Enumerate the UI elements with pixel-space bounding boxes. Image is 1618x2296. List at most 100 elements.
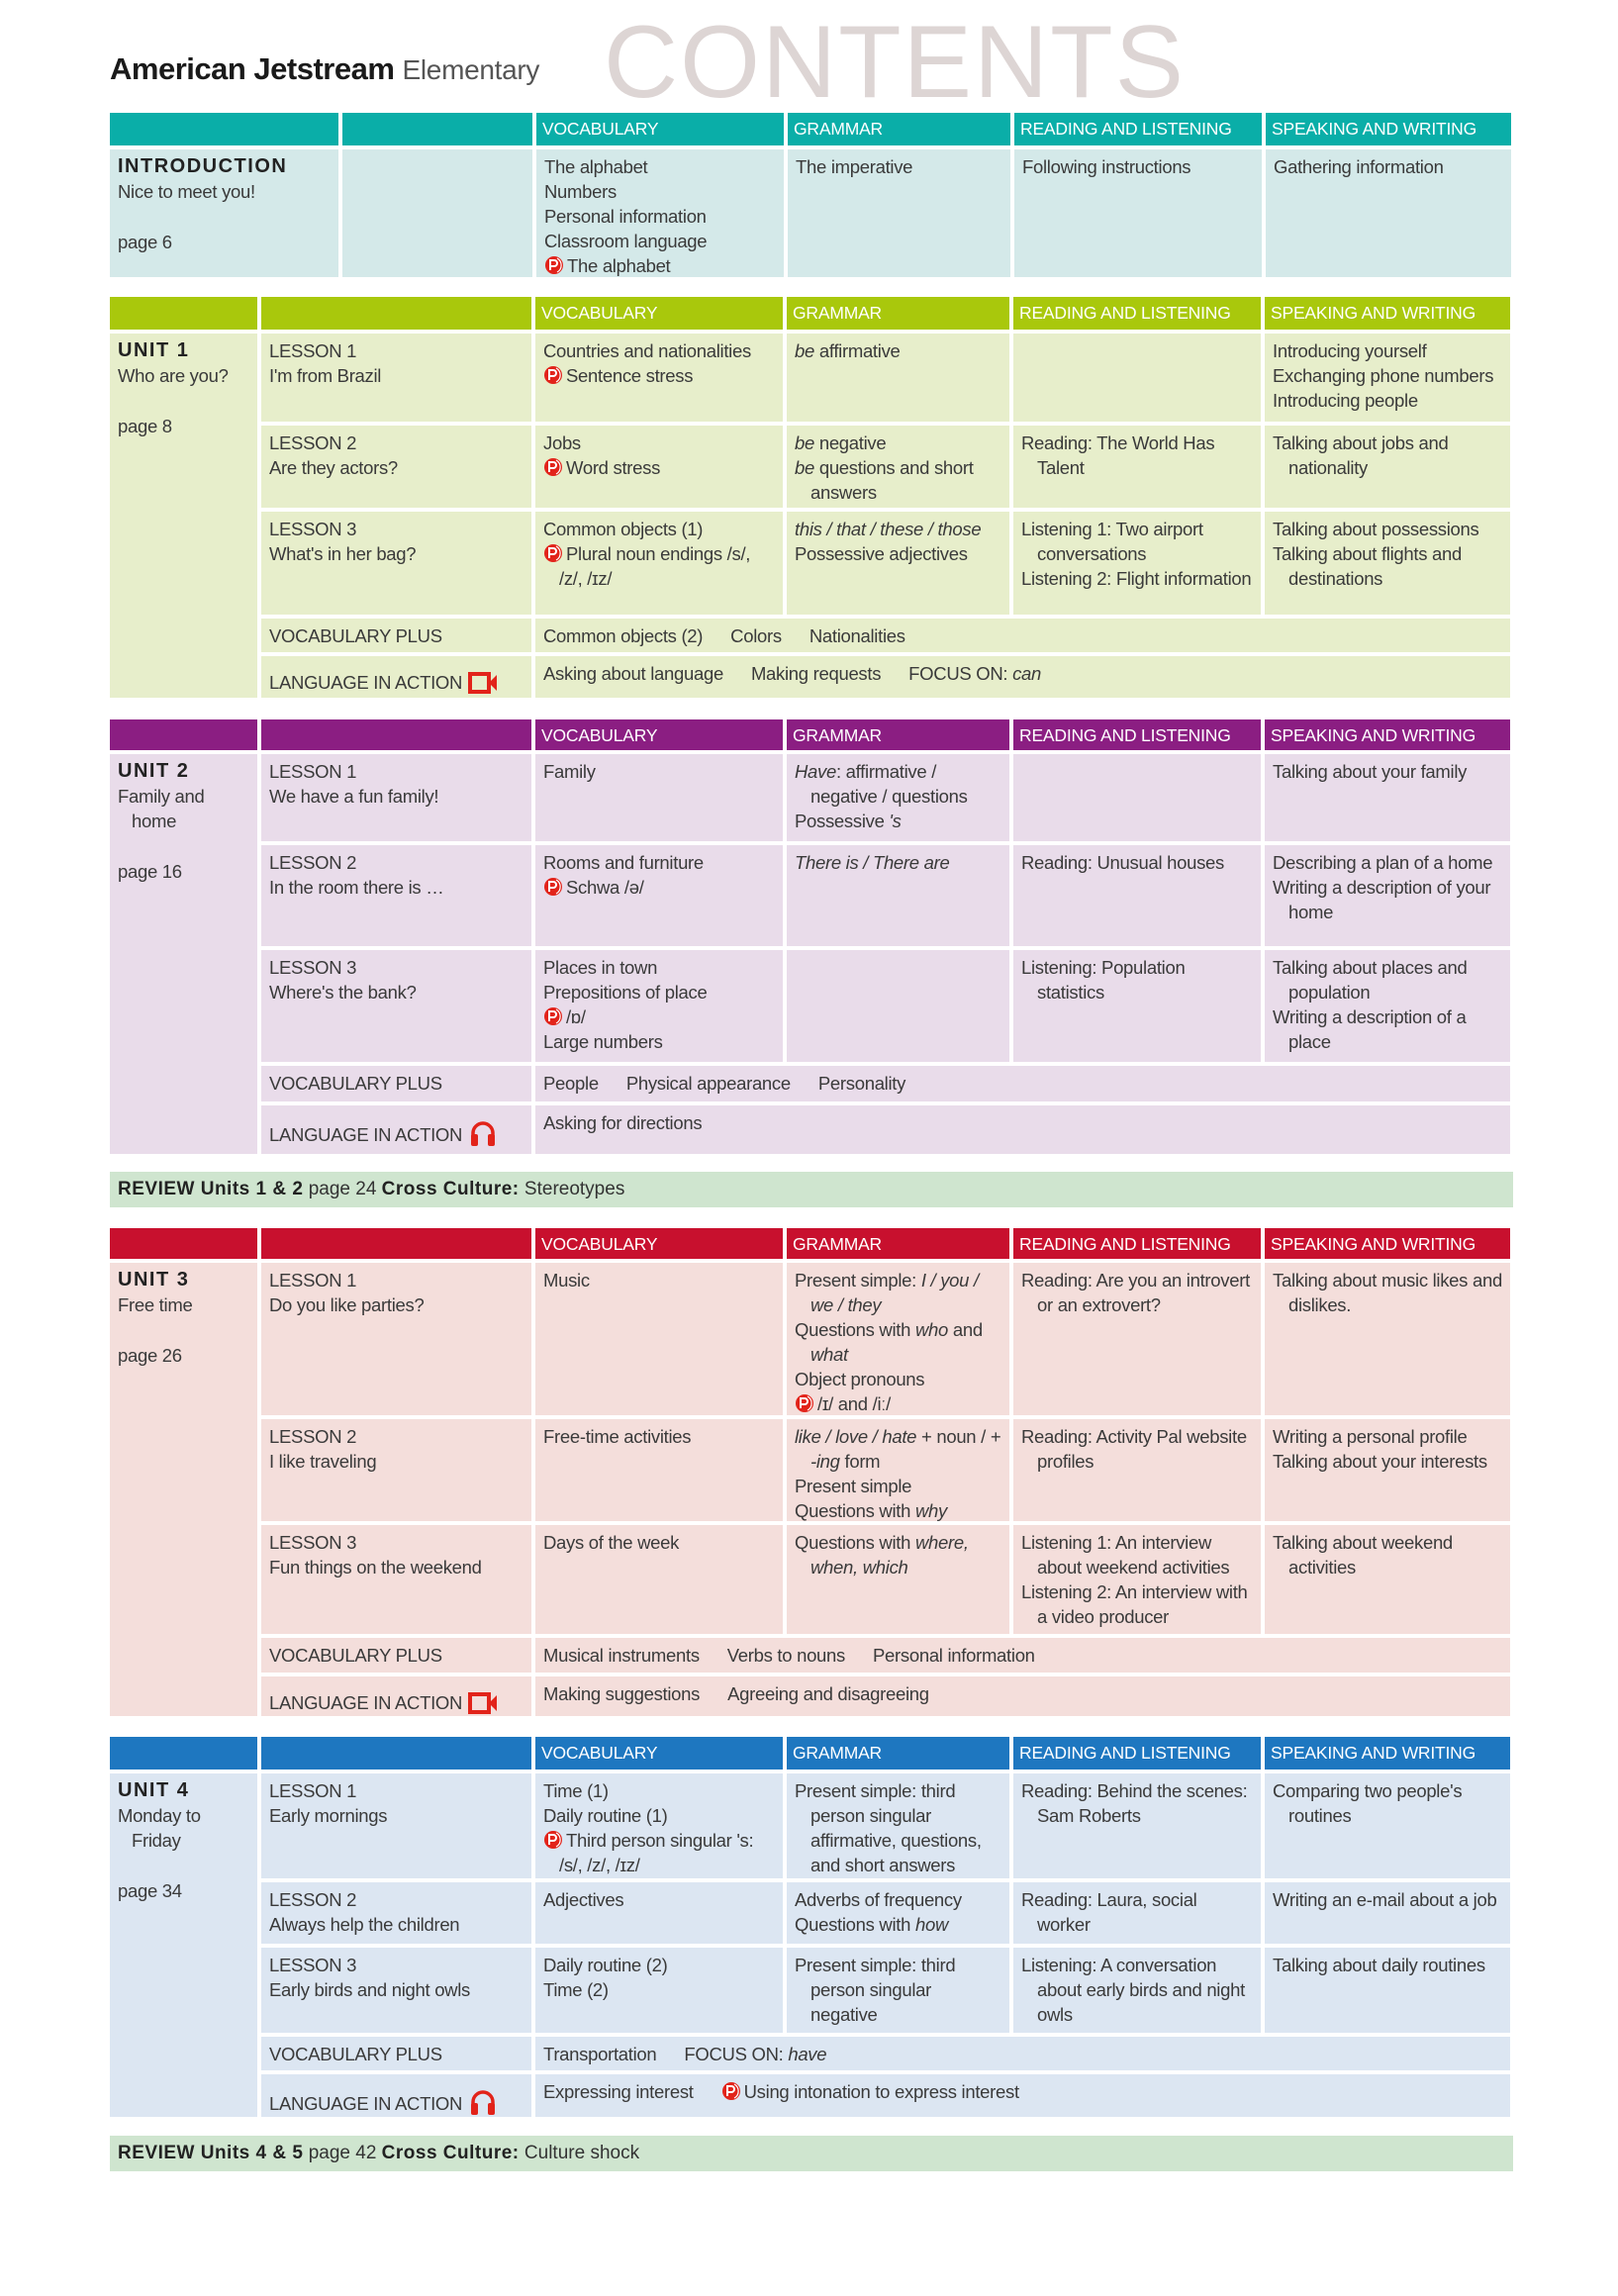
column-header-speaking-writing: SPEAKING AND WRITING bbox=[1266, 113, 1511, 145]
cell-vocabulary: Family bbox=[535, 754, 783, 841]
text-segment: Present simple: bbox=[795, 1270, 921, 1291]
cell-item: Countries and nationalities bbox=[543, 340, 751, 361]
cell-item: Listening: A conversation about early bi… bbox=[1021, 1955, 1245, 2025]
lesson-cell: LESSON 2 Always help the children bbox=[261, 1882, 531, 1944]
cell-item: Present simple: third person singular ne… bbox=[795, 1955, 956, 2025]
cell-item: Gathering information bbox=[1274, 156, 1444, 177]
cell-grammar: Questions with where, when, which bbox=[787, 1525, 1009, 1634]
lesson-title: Always help the children bbox=[269, 1914, 460, 1935]
text-segment: Using intonation to express interest bbox=[743, 2081, 1019, 2102]
video-icon bbox=[468, 1691, 498, 1716]
text-segment: and bbox=[948, 1319, 983, 1340]
lesson-label: LESSON 3 bbox=[269, 1532, 357, 1553]
review-units-label: REVIEW Units 1 & 2 bbox=[118, 1179, 304, 1199]
cell-item: Questions with who and what bbox=[795, 1317, 1001, 1367]
header-blank-cell bbox=[110, 113, 338, 145]
cell-item: Talking about daily routines bbox=[1273, 1955, 1485, 1975]
cell-item: FOCUS ON: can bbox=[908, 661, 1041, 686]
lesson-label: LESSON 2 bbox=[269, 1889, 357, 1910]
cell-item: Adverbs of frequency bbox=[795, 1889, 962, 1910]
cell-vocabulary: Adjectives bbox=[535, 1882, 783, 1944]
unit-title: Family and home bbox=[118, 786, 205, 831]
text-segment: where, when, which bbox=[810, 1532, 969, 1578]
page-reference: page 26 bbox=[118, 1345, 182, 1366]
cell-reading-listening: Listening 1: Two airport conversations Li… bbox=[1013, 512, 1261, 615]
cell-item: Days of the week bbox=[543, 1532, 680, 1553]
cross-culture-topic: Stereotypes bbox=[523, 1179, 625, 1199]
cell-item: Talking about places and population bbox=[1273, 957, 1468, 1003]
lesson-label: LESSON 2 bbox=[269, 432, 357, 453]
page-reference: page 34 bbox=[118, 1880, 182, 1901]
cell-item: Describing a plan of a home bbox=[1273, 852, 1493, 873]
cell-item: Talking about jobs and nationality bbox=[1273, 432, 1449, 478]
column-header-speaking-writing: SPEAKING AND WRITING bbox=[1265, 1228, 1510, 1259]
book-title: American Jetstream Elementary bbox=[110, 51, 539, 87]
column-header-grammar: GRAMMAR bbox=[787, 719, 1009, 750]
cell-item: Writing a description of your home bbox=[1273, 877, 1491, 922]
cell-item: Personality bbox=[817, 1073, 906, 1094]
page-reference: page 8 bbox=[118, 416, 172, 436]
cell-item: Present simple bbox=[795, 1476, 912, 1496]
cell-vocabulary: The alphabet Numbers Personal information C… bbox=[536, 149, 784, 277]
cell-item: Following instructions bbox=[1022, 156, 1191, 177]
cell-item: The imperative bbox=[796, 156, 913, 177]
cell-item: There is / There are bbox=[795, 850, 1001, 875]
cell-item: Writing a personal profile bbox=[1273, 1426, 1468, 1447]
cell-reading-listening: Reading: Unusual houses bbox=[1013, 845, 1261, 946]
cell-item: be questions and short answers bbox=[795, 455, 1001, 505]
cell-reading-listening: Reading: Are you an introvert or an extr… bbox=[1013, 1263, 1261, 1415]
lesson-label: LESSON 3 bbox=[269, 519, 357, 539]
text-segment: Questions with bbox=[795, 1532, 915, 1553]
column-header-grammar: GRAMMAR bbox=[787, 297, 1009, 330]
pronunciation-icon bbox=[543, 365, 563, 385]
cell-item: Third person singular 's: /s/, /z/, /ɪz/ bbox=[543, 1828, 775, 1877]
cell-speaking-writing: Writing an e-mail about a job bbox=[1265, 1882, 1510, 1944]
cell-item: Making suggestions bbox=[543, 1683, 701, 1704]
cell-item: Listening: Population statistics bbox=[1021, 957, 1186, 1003]
column-header-speaking-writing: SPEAKING AND WRITING bbox=[1265, 719, 1510, 750]
text-segment: be bbox=[795, 457, 814, 478]
language-in-action-text: LANGUAGE IN ACTION bbox=[269, 672, 463, 693]
language-in-action-label: LANGUAGE IN ACTION bbox=[261, 656, 531, 698]
text-segment: negative bbox=[813, 432, 887, 453]
unit-label: UNIT 2 bbox=[118, 760, 190, 782]
vocabulary-plus-items: People Physical appearance Personality bbox=[535, 1066, 1510, 1101]
cell-vocabulary: Days of the week bbox=[535, 1525, 783, 1634]
cell-item: Time (1) bbox=[543, 1780, 609, 1801]
cell-speaking-writing: Gathering information bbox=[1266, 149, 1511, 277]
unit-cell: UNIT 3 Free time page 26 bbox=[110, 1263, 257, 1716]
cell-speaking-writing: Comparing two people's routines bbox=[1265, 1773, 1510, 1878]
text-segment: Schwa /ə/ bbox=[566, 877, 644, 898]
cell-item: Reading: The World Has Talent bbox=[1021, 432, 1215, 478]
text-segment: Third person singular 's: /s/, /z/, /ɪz/ bbox=[559, 1830, 754, 1875]
cell-item: be affirmative bbox=[795, 338, 1001, 363]
cell-reading-listening: Listening 1: An interview about weekend … bbox=[1013, 1525, 1261, 1634]
cell-item: Talking about your interests bbox=[1273, 1451, 1487, 1472]
column-header-reading-listening: READING AND LISTENING bbox=[1013, 1228, 1261, 1259]
video-icon bbox=[468, 671, 498, 698]
lesson-label: LESSON 1 bbox=[269, 1270, 357, 1291]
header-blank-cell bbox=[261, 1737, 531, 1770]
text-segment: this / that / these / those bbox=[795, 519, 982, 539]
cell-speaking-writing: Talking about daily routines bbox=[1265, 1948, 1510, 2033]
unit-section: VOCABULARY GRAMMAR READING AND LISTENING SP… bbox=[110, 719, 1513, 1154]
column-header-speaking-writing: SPEAKING AND WRITING bbox=[1265, 297, 1510, 330]
cell-item: Making requests bbox=[750, 663, 882, 684]
unit-cell: UNIT 1 Who are you? page 8 bbox=[110, 334, 257, 698]
text-segment: be bbox=[795, 432, 814, 453]
cell-item: Talking about flights and destinations bbox=[1273, 543, 1462, 589]
language-in-action-items: Asking about language Making requests FOCU… bbox=[535, 656, 1510, 698]
unit-title: Who are you? bbox=[118, 365, 229, 386]
cell-item: Possessive 's bbox=[795, 809, 1001, 833]
unit-label: UNIT 3 bbox=[118, 1269, 190, 1291]
cell-item: Have: affirmative / negative / questions bbox=[795, 759, 1001, 809]
cell-speaking-writing: Talking about places and population Writi… bbox=[1265, 950, 1510, 1062]
text-segment: Have bbox=[795, 761, 836, 782]
cell-grammar: this / that / these / those Possessive ad… bbox=[787, 512, 1009, 615]
cell-item: Schwa /ə/ bbox=[543, 875, 775, 900]
cell-reading-listening: Listening: A conversation about early bi… bbox=[1013, 1948, 1261, 2033]
column-header-vocabulary: VOCABULARY bbox=[536, 113, 784, 145]
cell-item: Large numbers bbox=[543, 1031, 663, 1052]
header-blank-cell bbox=[110, 1737, 257, 1770]
page-reference: page 16 bbox=[118, 861, 182, 882]
